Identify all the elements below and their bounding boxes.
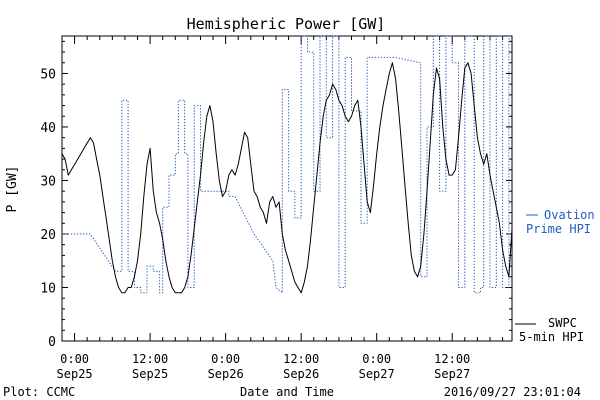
- x-tick-time-label: 0:00: [211, 352, 240, 366]
- y-tick-label: 40: [40, 121, 56, 136]
- y-axis-label: P [GW]: [5, 166, 20, 213]
- x-tick-date-label: Sep26: [283, 367, 319, 381]
- series-layer: [61, 35, 513, 294]
- y-tick-label: 10: [40, 281, 56, 296]
- x-axis: 0:00Sep2512:00Sep250:00Sep2612:00Sep260:…: [57, 36, 504, 381]
- y-tick-label: 0: [48, 335, 56, 350]
- x-tick-time-label: 0:00: [60, 352, 89, 366]
- plot-timestamp: 2016/09/27 23:01:04: [444, 385, 581, 399]
- plot-credit: Plot: CCMC: [3, 385, 75, 399]
- x-tick-time-label: 12:00: [283, 352, 319, 366]
- x-tick-date-label: Sep25: [57, 367, 93, 381]
- legend-swpc: SWPC 5-min HPI: [515, 316, 584, 344]
- legend-ovation-line1: Ovation: [544, 208, 595, 222]
- x-tick-time-label: 0:00: [362, 352, 391, 366]
- legend-swpc-line2: 5-min HPI: [519, 330, 584, 344]
- chart-title: Hemispheric Power [GW]: [187, 15, 386, 33]
- x-tick-date-label: Sep27: [434, 367, 470, 381]
- y-axis: 0 10 20 30 40 50: [40, 40, 512, 350]
- x-tick-time-label: 12:00: [132, 352, 168, 366]
- x-tick-date-label: Sep26: [208, 367, 244, 381]
- series-line-swpc: [61, 62, 513, 294]
- legend-swpc-line1: SWPC: [548, 316, 577, 330]
- legend-ovation-line2: Prime HPI: [526, 222, 591, 236]
- legend-ovation: Ovation Prime HPI: [526, 208, 595, 236]
- series-line-ovation: [62, 35, 510, 294]
- y-tick-label: 50: [40, 67, 56, 82]
- x-tick-date-label: Sep25: [132, 367, 168, 381]
- x-axis-label: Date and Time: [240, 385, 334, 399]
- y-tick-label: 20: [40, 228, 56, 243]
- plot-frame: [61, 35, 513, 342]
- y-tick-label: 30: [40, 174, 56, 189]
- x-tick-time-label: 12:00: [434, 352, 470, 366]
- x-tick-date-label: Sep27: [359, 367, 395, 381]
